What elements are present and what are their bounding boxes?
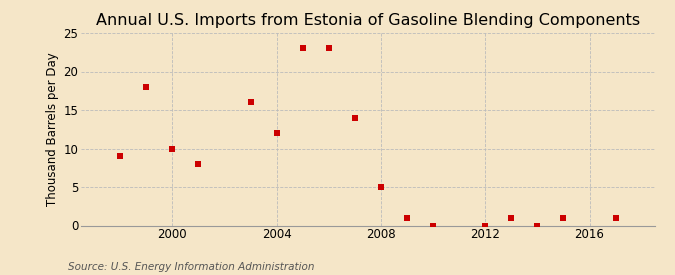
Point xyxy=(245,100,256,104)
Point xyxy=(323,46,334,51)
Point xyxy=(115,154,126,158)
Point xyxy=(428,223,439,228)
Point xyxy=(350,116,360,120)
Point xyxy=(402,216,412,220)
Point xyxy=(297,46,308,51)
Title: Annual U.S. Imports from Estonia of Gasoline Blending Components: Annual U.S. Imports from Estonia of Gaso… xyxy=(96,13,640,28)
Point xyxy=(532,223,543,228)
Point xyxy=(610,216,621,220)
Y-axis label: Thousand Barrels per Day: Thousand Barrels per Day xyxy=(46,52,59,206)
Text: Source: U.S. Energy Information Administration: Source: U.S. Energy Information Administ… xyxy=(68,262,314,272)
Point xyxy=(141,85,152,89)
Point xyxy=(167,146,178,151)
Point xyxy=(558,216,569,220)
Point xyxy=(506,216,517,220)
Point xyxy=(480,223,491,228)
Point xyxy=(375,185,386,189)
Point xyxy=(193,162,204,166)
Point xyxy=(271,131,282,135)
